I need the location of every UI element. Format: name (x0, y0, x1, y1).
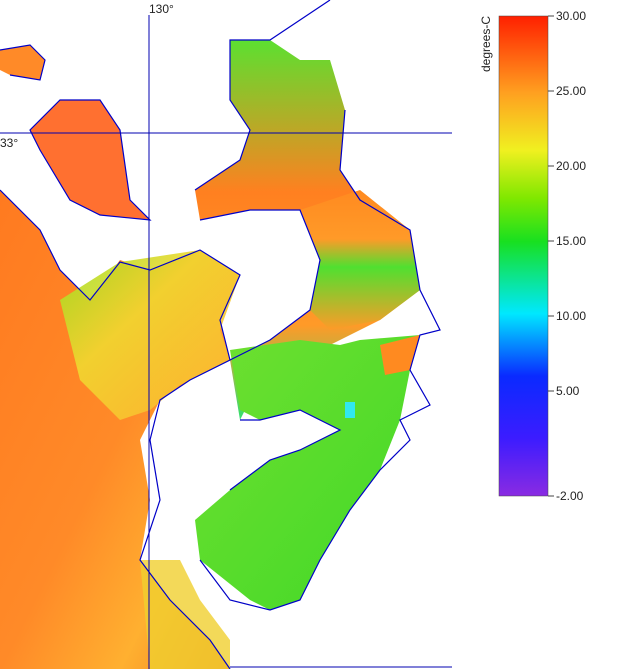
coastline (0, 0, 441, 669)
colorbar-tick-label: -2.00 (556, 489, 584, 503)
colorbar-tick-label: 20.00 (556, 159, 586, 173)
sst-field (0, 40, 420, 669)
lat-label: 33° (0, 136, 18, 150)
colorbar-scale (498, 15, 549, 497)
colorbar-tick-label: 25.00 (556, 84, 586, 98)
colorbar-tick-label: 10.00 (556, 309, 586, 323)
colorbar-tick-label: 15.00 (556, 234, 586, 248)
colorbar-tick-label: 30.00 (556, 9, 586, 23)
colorbar-label: degrees-C (479, 16, 493, 72)
lon-label: 130° (149, 2, 174, 16)
colorbar-tick-label: 5.00 (556, 384, 580, 398)
colorbar: degrees-C 30.00 25.00 20.00 15.00 10.00 5.00 -… (479, 9, 586, 503)
